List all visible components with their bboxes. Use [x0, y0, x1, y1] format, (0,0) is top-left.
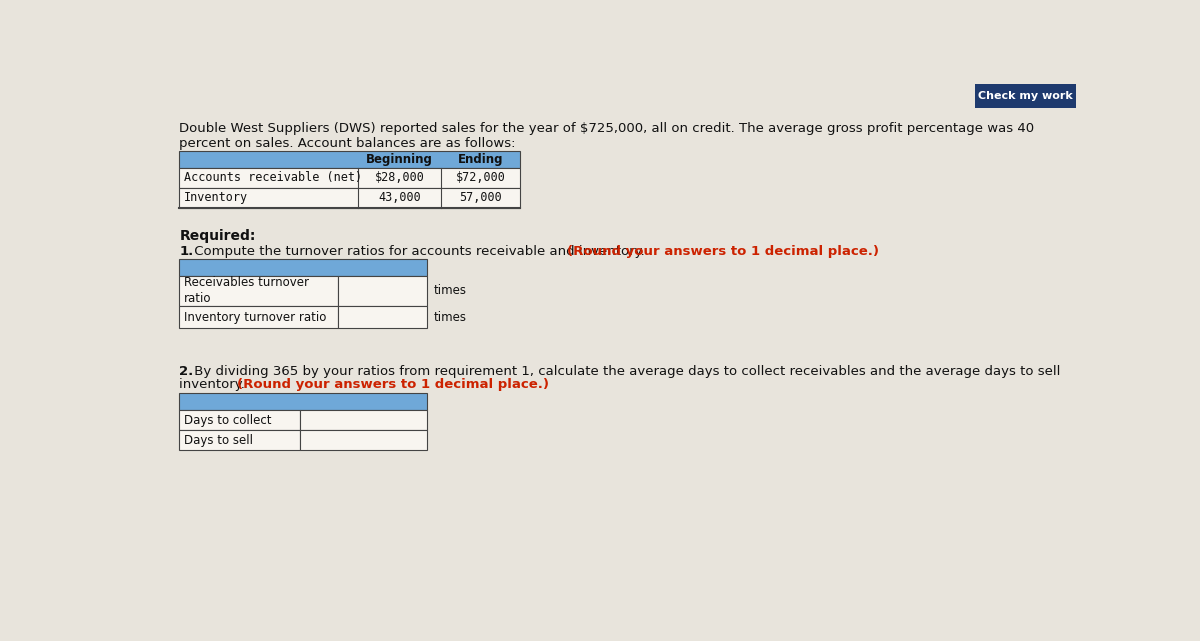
Text: Check my work: Check my work [978, 91, 1073, 101]
Text: inventory.: inventory. [180, 378, 250, 391]
FancyBboxPatch shape [180, 430, 300, 451]
Text: percent on sales. Account balances are as follows:: percent on sales. Account balances are a… [180, 137, 516, 150]
FancyBboxPatch shape [180, 151, 521, 168]
Text: $72,000: $72,000 [456, 171, 506, 185]
Text: Inventory turnover ratio: Inventory turnover ratio [184, 311, 326, 324]
FancyBboxPatch shape [300, 410, 427, 430]
Text: Double West Suppliers (DWS) reported sales for the year of $725,000, all on cred: Double West Suppliers (DWS) reported sal… [180, 122, 1034, 135]
FancyBboxPatch shape [180, 276, 338, 306]
Text: (Round your answers to 1 decimal place.): (Round your answers to 1 decimal place.) [236, 378, 548, 391]
FancyBboxPatch shape [180, 168, 521, 188]
FancyBboxPatch shape [338, 276, 427, 306]
Text: 1.: 1. [180, 245, 193, 258]
Text: Required:: Required: [180, 229, 256, 244]
Text: Days to collect: Days to collect [184, 414, 271, 427]
Text: times: times [433, 285, 467, 297]
Text: By dividing 365 by your ratios from requirement 1, calculate the average days to: By dividing 365 by your ratios from requ… [191, 365, 1061, 378]
Text: Ending: Ending [458, 153, 504, 166]
FancyBboxPatch shape [300, 430, 427, 451]
FancyBboxPatch shape [180, 410, 300, 430]
FancyBboxPatch shape [180, 394, 427, 410]
FancyBboxPatch shape [976, 84, 1076, 108]
Text: Accounts receivable (net): Accounts receivable (net) [184, 171, 362, 185]
FancyBboxPatch shape [180, 258, 427, 276]
Text: 43,000: 43,000 [378, 191, 421, 204]
Text: $28,000: $28,000 [374, 171, 425, 185]
Text: Inventory: Inventory [184, 191, 248, 204]
Text: Receivables turnover
ratio: Receivables turnover ratio [184, 276, 310, 306]
FancyBboxPatch shape [338, 306, 427, 328]
Text: times: times [433, 311, 467, 324]
Text: Compute the turnover ratios for accounts receivable and inventory.: Compute the turnover ratios for accounts… [191, 245, 649, 258]
FancyBboxPatch shape [180, 306, 338, 328]
Text: 57,000: 57,000 [460, 191, 503, 204]
Text: Beginning: Beginning [366, 153, 433, 166]
Text: Days to sell: Days to sell [184, 434, 253, 447]
FancyBboxPatch shape [180, 188, 521, 208]
Text: 2.: 2. [180, 365, 193, 378]
Text: (Round your answers to 1 decimal place.): (Round your answers to 1 decimal place.) [566, 245, 878, 258]
